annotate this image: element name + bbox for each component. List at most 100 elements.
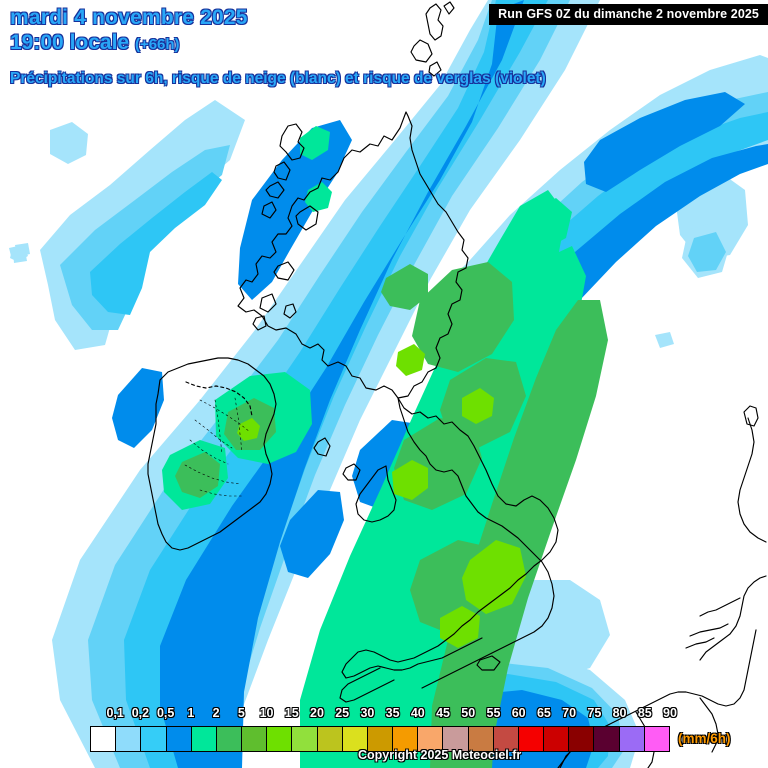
- legend-swatch-20: [594, 727, 620, 751]
- legend-tick-labels: 0,1 0,2 0,5 1 2 5 10 15 20 25 30 35 40 45 50 55 60 65 70 75…: [90, 706, 677, 724]
- precip-band-5mm: [430, 300, 608, 768]
- legend-tick-75: 75: [587, 706, 602, 720]
- legend-swatch-22: [644, 727, 669, 751]
- legend-tick-20: 20: [310, 706, 324, 720]
- legend-swatch-7: [267, 727, 293, 751]
- forecast-time-value: 19:00: [10, 31, 65, 55]
- precip-patch-skye-2mm: [305, 182, 332, 212]
- forecast-date-label: mardi 4 novembre 2025: [10, 6, 248, 30]
- legend-tick-90: 90: [663, 706, 677, 720]
- legend-swatch-6: [242, 727, 268, 751]
- coast-isle-of-wight: [476, 655, 501, 671]
- precip-patch-hebrides-2mm: [300, 126, 330, 160]
- legend-swatch-14: [443, 727, 469, 751]
- coast-anglesey: [342, 463, 361, 481]
- legend-tick-1: 1: [187, 706, 195, 720]
- legend-swatch-13: [418, 727, 444, 751]
- coast-cornwall: [339, 667, 395, 703]
- legend-swatch-12: [393, 727, 419, 751]
- legend-swatch-19: [569, 727, 595, 751]
- coast-belgium-border: [699, 697, 719, 753]
- precip-core-yellowgreen-midlands: [462, 388, 494, 424]
- forecast-time-label: 19:00 locale (+66h): [10, 31, 180, 55]
- legend-tick-45: 45: [436, 706, 450, 720]
- coast-jutland: [737, 417, 767, 543]
- coast-england-wales: [341, 397, 559, 679]
- legend-tick-40: 40: [410, 706, 425, 720]
- legend-swatch-2: [141, 727, 167, 751]
- coast-outer-hebrides: [261, 123, 305, 219]
- precip-core-hebrides-1mm: [238, 120, 352, 300]
- legend-tick-25: 25: [335, 706, 350, 720]
- legend-tick-10: 10: [259, 706, 274, 720]
- precip-band-10mm: [462, 540, 526, 614]
- precip-core-ireland2-5mm: [175, 452, 220, 498]
- legend-tick-30: 30: [360, 706, 375, 720]
- legend-tick-50: 50: [461, 706, 476, 720]
- legend-swatch-15: [468, 727, 494, 751]
- legend-swatch-5: [216, 727, 243, 751]
- coast-denmark-tip: [743, 405, 759, 427]
- legend-tick-15: 15: [284, 706, 299, 720]
- coast-ireland: [147, 357, 277, 551]
- precip-core-scot-5mm: [381, 264, 428, 310]
- legend-unit-label: (mm/6h): [678, 731, 731, 746]
- legend-swatch-4: [191, 727, 217, 751]
- legend-swatch-18: [544, 727, 570, 751]
- legend-swatch-21: [619, 727, 645, 751]
- precip-core-north-sea-1mm: [584, 92, 745, 192]
- coast-shetland: [425, 1, 455, 41]
- legend-swatch-11: [367, 727, 394, 751]
- precip-patch-ne-lobe-0p2: [688, 232, 726, 272]
- legend-tick-80: 80: [612, 706, 627, 720]
- precip-patch-nw-blob-0p1: [50, 122, 88, 164]
- precip-patch-east-dot-0p1: [655, 332, 674, 348]
- legend-swatch-16: [493, 727, 519, 751]
- coast-ireland-counties: [184, 397, 251, 497]
- legend-tick-35: 35: [385, 706, 400, 720]
- coast-ireland-border: [185, 381, 253, 417]
- legend-colorbar: [90, 726, 670, 752]
- coast-scotland-mainland: [237, 111, 469, 399]
- coast-arran: [283, 303, 297, 319]
- forecast-time-word: locale: [69, 31, 130, 55]
- legend-tick-0p5: 0,5: [156, 706, 175, 720]
- precip-patch-left-dot-0p1: [13, 250, 27, 263]
- legend-tick-60: 60: [511, 706, 526, 720]
- map-subtitle: Précipitations sur 6h, risque de neige (…: [10, 70, 547, 88]
- coast-mull: [273, 261, 295, 281]
- legend-swatch-3: [166, 727, 192, 751]
- coast-skye: [295, 205, 319, 231]
- precipitation-legend: 0,1 0,2 0,5 1 2 5 10 15 20 25 30 35 40 45 50 55 60 65 70 75…: [0, 706, 768, 768]
- coast-netherlands: [699, 575, 767, 661]
- precip-patch-northsea-2mm: [522, 198, 572, 250]
- coast-isle-of-man: [313, 437, 331, 457]
- model-run-badge: Run GFS 0Z du dimanche 2 novembre 2025: [489, 4, 768, 25]
- precip-core-nw-1mm: [112, 368, 164, 448]
- precip-core-yellowgreen-ireland: [237, 418, 260, 441]
- precip-arm-nw-0p5: [90, 172, 222, 315]
- precip-core-yellowgreen-north: [396, 344, 425, 376]
- legend-swatch-10: [342, 727, 368, 751]
- coast-nl-islands: [685, 597, 741, 649]
- coast-orkney: [410, 39, 442, 77]
- legend-swatch-9: [317, 727, 343, 751]
- legend-tick-70: 70: [562, 706, 577, 720]
- precip-core-yellowgreen-wales: [392, 460, 428, 500]
- coast-wales-peninsula: [355, 465, 397, 523]
- legend-tick-85: 85: [637, 706, 652, 720]
- legend-swatch-8: [292, 727, 318, 751]
- legend-tick-2: 2: [212, 706, 220, 720]
- copyright-notice: Copyright 2025 Meteociel.fr: [358, 748, 522, 762]
- legend-swatch-17: [518, 727, 545, 751]
- legend-tick-0p1: 0,1: [106, 706, 124, 720]
- coast-england-east: [397, 397, 555, 689]
- forecast-offset-label: (+66h): [134, 36, 181, 54]
- legend-tick-65: 65: [536, 706, 551, 720]
- legend-swatch-1: [116, 727, 142, 751]
- precip-core-irishsea-1mm: [280, 490, 344, 578]
- legend-swatch-0: [91, 727, 117, 751]
- precip-band-1mm: [160, 0, 524, 768]
- legend-tick-0p2: 0,2: [131, 706, 150, 720]
